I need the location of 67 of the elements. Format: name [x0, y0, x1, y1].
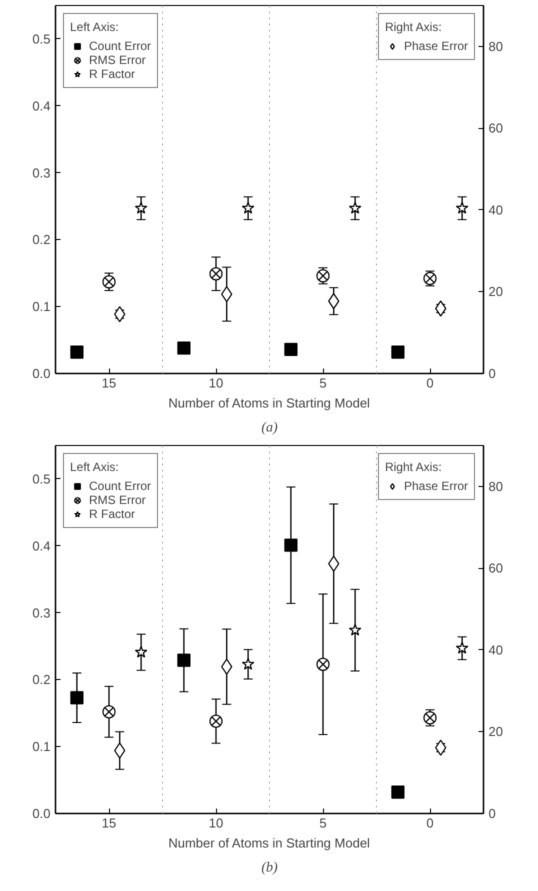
y2-tick-label: 20 — [488, 284, 503, 300]
point — [348, 202, 362, 214]
x-tick-label: 10 — [208, 816, 224, 830]
legend-label: RMS Error — [89, 493, 146, 507]
x-tick-label: 5 — [319, 376, 327, 390]
legend-label: Phase Error — [404, 479, 468, 493]
y2-tick-label: 80 — [488, 478, 503, 494]
point — [456, 642, 468, 654]
point — [242, 202, 254, 214]
text: Right Axis: — [384, 20, 442, 34]
y2-tick-label: 40 — [488, 202, 503, 218]
y-tick-label: 0.1 — [32, 299, 51, 314]
y-tick-label: 0.0 — [32, 806, 51, 821]
x-axis-title: Number of Atoms in Starting Model — [168, 836, 370, 850]
point — [456, 202, 468, 214]
y-tick-label: 0.5 — [32, 31, 51, 46]
text: (b) — [261, 860, 278, 876]
y2-tick-label: 60 — [488, 120, 503, 136]
legend-label: R Factor — [89, 507, 136, 521]
legend-label: Count Error — [89, 39, 152, 53]
point — [70, 345, 84, 359]
point — [134, 646, 148, 658]
point — [70, 691, 84, 704]
legend-label: Phase Error — [404, 39, 468, 53]
point — [242, 658, 254, 670]
y2-tick-label: 60 — [488, 560, 503, 576]
text: (a) — [261, 420, 278, 436]
y2-tick-label: 80 — [488, 38, 503, 54]
y-tick-label: 0.5 — [32, 471, 51, 486]
y-tick-label: 0.2 — [32, 672, 51, 688]
y2-tick-label: 0 — [488, 806, 496, 821]
y-tick-label: 0.1 — [32, 739, 51, 754]
point — [391, 345, 404, 359]
y-tick-label: 0.4 — [32, 538, 51, 554]
x-tick-label: 10 — [208, 376, 224, 390]
y-tick-label: 0.2 — [32, 232, 51, 248]
x-axis-title: Number of Atoms in Starting Model — [168, 396, 370, 410]
point — [209, 267, 223, 280]
text: Left Axis: — [70, 460, 119, 474]
point — [209, 714, 223, 728]
text: Right Axis: — [384, 460, 442, 474]
point — [391, 785, 404, 799]
point — [348, 624, 362, 636]
y-tick-label: 0.3 — [32, 165, 51, 180]
point — [177, 341, 190, 355]
y2-tick-label: 40 — [488, 642, 503, 658]
point — [316, 658, 330, 671]
point — [134, 202, 148, 214]
point — [177, 654, 190, 667]
x-tick-label: 15 — [102, 376, 116, 390]
x-tick-label: 5 — [319, 816, 327, 830]
point — [284, 342, 298, 356]
x-tick-label: 15 — [102, 816, 116, 830]
x-tick-label: 0 — [426, 816, 434, 830]
legend-label: R Factor — [89, 67, 136, 81]
y2-tick-label: 0 — [488, 366, 496, 381]
point — [102, 705, 116, 718]
x-tick-label: 0 — [426, 376, 434, 390]
y-tick-label: 0.4 — [32, 98, 51, 114]
legend-label: Count Error — [89, 479, 152, 493]
y-tick-label: 0.3 — [32, 605, 51, 620]
legend-label: RMS Error — [89, 53, 146, 67]
y-tick-label: 0.0 — [32, 366, 51, 381]
point — [284, 538, 298, 552]
y2-tick-label: 20 — [488, 724, 503, 740]
text: Left Axis: — [70, 20, 119, 34]
point — [102, 275, 116, 288]
